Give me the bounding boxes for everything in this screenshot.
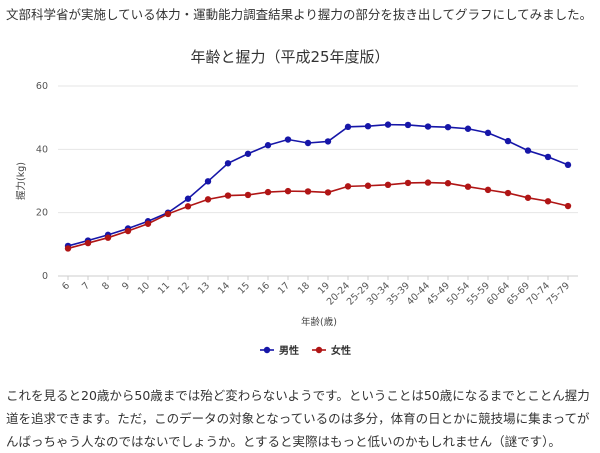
data-point[interactable] xyxy=(484,186,492,194)
series-1 xyxy=(64,179,572,252)
legend-label: 男性 xyxy=(279,344,299,357)
legend-marker xyxy=(315,346,323,354)
chart-legend: 男性 女性 xyxy=(260,344,351,357)
intro-text: 文部科学省が実施している体力・運動能力調査結果より握力の部分を抜き出してグラフに… xyxy=(6,7,593,22)
data-point[interactable] xyxy=(184,203,192,210)
x-axis-ticks: 6 7 8 9 10 11 12 13 14 15 16 17 18 1920-2425-2930-343… xyxy=(60,276,572,308)
x-tick-label: 7 xyxy=(80,280,92,292)
x-tick-label: 12 xyxy=(176,280,192,296)
y-tick-label: 40 xyxy=(36,144,48,155)
x-axis-label: 年齢(歳) xyxy=(301,316,337,328)
data-point[interactable] xyxy=(424,123,432,130)
data-point[interactable] xyxy=(504,189,512,197)
chart-title: 年齢と握力（平成25年度版） xyxy=(190,48,389,66)
data-point[interactable] xyxy=(564,202,572,210)
data-point[interactable] xyxy=(164,210,172,218)
data-point[interactable] xyxy=(284,136,292,143)
data-point[interactable] xyxy=(404,121,412,129)
data-point[interactable] xyxy=(424,179,432,186)
data-point[interactable] xyxy=(204,196,212,203)
x-tick-label: 75-79 xyxy=(545,280,572,307)
y-tick-label: 60 xyxy=(36,81,48,92)
series-line xyxy=(67,123,569,247)
x-tick-label: 16 xyxy=(256,280,272,296)
x-tick-label: 14 xyxy=(216,280,232,296)
data-point[interactable] xyxy=(364,182,372,189)
data-point[interactable] xyxy=(84,239,92,247)
x-tick-label: 11 xyxy=(156,280,172,296)
data-point[interactable] xyxy=(504,137,512,145)
data-point[interactable] xyxy=(384,181,392,188)
x-tick-label: 8 xyxy=(100,280,112,292)
data-point[interactable] xyxy=(244,191,252,199)
series-line xyxy=(67,181,569,250)
data-point[interactable] xyxy=(224,192,232,199)
x-tick-label: 18 xyxy=(296,280,312,296)
x-tick-label: 10 xyxy=(136,280,152,296)
y-axis-label: 握力(kg) xyxy=(15,162,27,200)
y-tick-label: 0 xyxy=(42,271,48,282)
data-point[interactable] xyxy=(64,245,72,252)
data-point[interactable] xyxy=(384,121,392,128)
data-point[interactable] xyxy=(544,153,552,161)
data-point[interactable] xyxy=(364,123,372,130)
data-point[interactable] xyxy=(264,188,272,196)
data-point[interactable] xyxy=(444,123,452,131)
y-axis-ticks: 0 20 40 60 xyxy=(36,81,48,282)
data-point[interactable] xyxy=(204,178,212,185)
data-point[interactable] xyxy=(324,138,332,145)
data-point[interactable] xyxy=(264,142,272,149)
data-point[interactable] xyxy=(464,125,472,132)
legend-marker xyxy=(263,346,271,354)
legend-label: 女性 xyxy=(331,344,351,357)
data-point[interactable] xyxy=(224,160,232,167)
data-point[interactable] xyxy=(524,194,532,201)
data-point[interactable] xyxy=(404,179,412,187)
data-point[interactable] xyxy=(444,180,452,187)
data-point[interactable] xyxy=(284,187,292,195)
data-point[interactable] xyxy=(324,189,332,196)
x-tick-label: 9 xyxy=(120,280,132,292)
data-point[interactable] xyxy=(104,234,112,241)
data-point[interactable] xyxy=(524,147,532,154)
data-point[interactable] xyxy=(184,195,192,202)
series-0 xyxy=(64,121,572,250)
data-point[interactable] xyxy=(304,188,312,195)
data-point[interactable] xyxy=(244,150,252,157)
data-point[interactable] xyxy=(344,183,352,190)
chart-gridlines xyxy=(58,85,578,277)
y-tick-label: 20 xyxy=(36,208,48,219)
data-point[interactable] xyxy=(464,183,472,190)
chart-series xyxy=(64,121,572,252)
data-point[interactable] xyxy=(544,198,552,205)
data-point[interactable] xyxy=(144,220,152,227)
data-point[interactable] xyxy=(344,123,352,131)
data-point[interactable] xyxy=(304,139,312,147)
x-tick-label: 15 xyxy=(236,280,252,296)
outro-text: これを見ると20歳から50歳までは殆ど変わらないようです。ということは50歳にな… xyxy=(6,388,590,449)
x-tick-label: 13 xyxy=(196,280,212,296)
data-point[interactable] xyxy=(564,161,572,169)
x-tick-label: 6 xyxy=(60,280,72,292)
data-point[interactable] xyxy=(124,227,132,235)
data-point[interactable] xyxy=(484,129,492,137)
x-tick-label: 17 xyxy=(276,280,292,296)
